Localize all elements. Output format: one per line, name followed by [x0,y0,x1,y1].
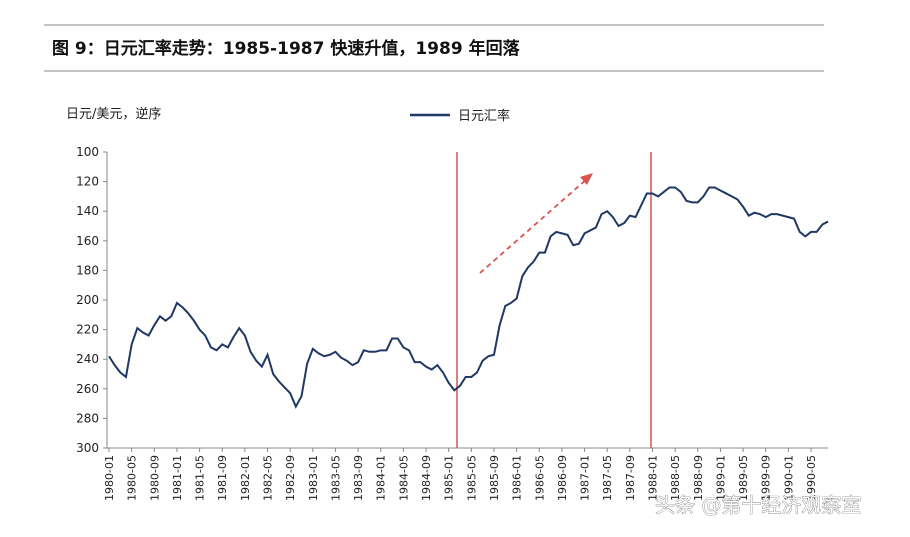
y-tick-label: 240 [76,352,99,366]
x-tick-label: 1988-09 [692,455,705,501]
x-tick-label: 1989-01 [714,455,727,501]
x-tick-label: 1986-01 [511,455,524,501]
x-tick-label: 1984-01 [375,455,388,501]
data-line [108,186,829,409]
y-tick-label: 120 [76,175,99,189]
x-tick-label: 1988-01 [646,455,659,501]
y-tick-label: 300 [76,441,99,455]
x-tick-label: 1980-01 [103,455,116,501]
x-tick-label: 1986-09 [556,455,569,501]
y-tick-label: 280 [76,411,99,425]
y-tick-label: 160 [76,234,99,248]
x-tick-label: 1987-05 [601,455,614,501]
x-tick-label: 1982-05 [262,455,275,501]
x-tick-label: 1981-05 [194,455,207,501]
y-tick-label: 260 [76,382,99,396]
y-tick-label: 140 [76,204,99,218]
chart-title: 图 9：日元汇率走势：1985-1987 快速升值，1989 年回落 [52,38,521,59]
watermark: 头条 @第十经济观察室 [655,493,861,517]
x-tick-label: 1982-09 [284,455,297,501]
x-tick-label: 1990-01 [782,455,795,501]
x-tick-label: 1990-05 [805,455,818,501]
y-tick-label: 220 [76,323,99,337]
x-tick-label: 1987-09 [624,455,637,501]
y-tick-label: 200 [76,293,99,307]
x-tick-label: 1984-09 [420,455,433,501]
x-tick-label: 1981-01 [171,455,184,501]
x-tick-label: 1985-01 [443,455,456,501]
x-tick-label: 1985-05 [465,455,478,501]
x-tick-label: 1980-09 [148,455,161,501]
x-tick-label: 1986-05 [533,455,546,501]
x-tick-label: 1981-09 [216,455,229,501]
x-tick-label: 1984-05 [397,455,410,501]
x-tick-label: 1985-09 [488,455,501,501]
x-tick-label: 1989-09 [760,455,773,501]
trend-arrow-head [580,173,593,185]
y-tick-label: 100 [76,145,99,159]
legend-label: 日元汇率 [458,108,510,124]
x-tick-label: 1983-09 [352,455,365,501]
x-tick-label: 1982-01 [239,455,252,501]
x-tick-label: 1988-05 [669,455,682,501]
x-tick-label: 1983-05 [329,455,342,501]
x-tick-label: 1983-01 [307,455,320,501]
x-tick-label: 1980-05 [126,455,139,501]
y-tick-label: 180 [76,263,99,277]
trend-arrow [479,177,589,274]
x-tick-label: 1989-05 [737,455,750,501]
y-axis-label: 日元/美元，逆序 [66,106,161,122]
x-tick-label: 1987-01 [579,455,592,501]
